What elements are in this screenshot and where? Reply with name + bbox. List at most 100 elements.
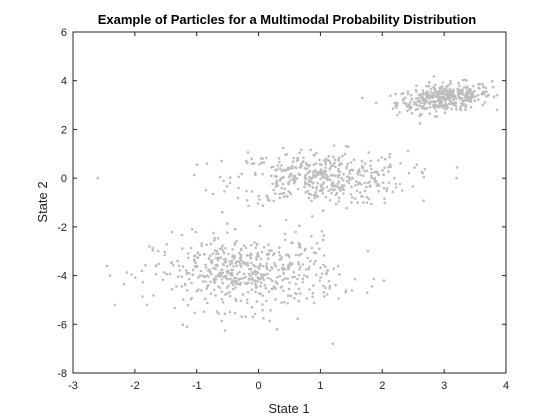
- particle-point: [173, 306, 176, 310]
- particle-point: [304, 191, 308, 194]
- particle-point: [336, 185, 340, 189]
- particle-point: [417, 97, 421, 100]
- particle-point: [428, 94, 432, 97]
- particle-point: [253, 264, 257, 268]
- particle-point: [210, 259, 214, 262]
- particle-point: [278, 196, 282, 200]
- particle-point: [287, 253, 290, 257]
- particle-point: [328, 286, 331, 290]
- particle-point: [233, 243, 237, 247]
- particle-point: [336, 264, 340, 268]
- particle-point: [338, 163, 342, 166]
- particle-point: [222, 262, 225, 266]
- particle-point: [234, 286, 237, 289]
- particle-point: [286, 277, 290, 280]
- particle-point: [388, 152, 392, 156]
- particle-point: [324, 286, 327, 290]
- particle-point: [287, 175, 291, 179]
- particle-point: [342, 192, 345, 195]
- particle-point: [302, 156, 305, 159]
- particle-point: [303, 175, 307, 178]
- particle-point: [299, 162, 303, 166]
- particle-point: [213, 281, 216, 285]
- particle-point: [273, 262, 276, 265]
- particle-point: [418, 104, 422, 107]
- particle-point: [182, 298, 185, 301]
- particle-point: [350, 289, 354, 292]
- particle-point: [263, 273, 267, 277]
- particle-point: [251, 272, 254, 276]
- particle-point: [292, 174, 295, 178]
- particle-point: [311, 186, 315, 189]
- x-tick-label: 4: [503, 380, 509, 392]
- particle-point: [312, 251, 316, 254]
- particle-point: [211, 252, 215, 256]
- particle-point: [291, 160, 295, 163]
- particle-point: [219, 272, 223, 276]
- particle-point: [220, 319, 224, 323]
- particle-point: [271, 267, 274, 270]
- particle-point: [251, 315, 255, 319]
- y-axis-label: State 2: [35, 181, 50, 222]
- particle-point: [220, 268, 223, 272]
- particle-point: [264, 265, 268, 268]
- particle-point: [455, 176, 458, 180]
- particle-point: [218, 274, 221, 277]
- particle-point: [262, 246, 266, 249]
- particle-point: [469, 97, 472, 100]
- particle-point: [407, 171, 411, 175]
- particle-point: [180, 275, 184, 279]
- particle-point: [274, 280, 278, 283]
- particle-point: [344, 144, 348, 148]
- particle-point: [305, 163, 309, 166]
- particle-point: [228, 290, 231, 294]
- particle-point: [230, 274, 234, 277]
- particle-point: [458, 88, 462, 92]
- particle-point: [259, 264, 262, 268]
- particle-point: [443, 111, 447, 114]
- particle-point: [239, 265, 243, 268]
- particle-point: [215, 252, 218, 255]
- particle-point: [258, 163, 261, 166]
- particle-point: [425, 96, 429, 99]
- particle-point: [325, 185, 329, 189]
- particle-point: [113, 303, 117, 307]
- particle-point: [313, 169, 317, 172]
- particle-point: [318, 172, 322, 176]
- particle-point: [331, 184, 334, 188]
- particle-point: [277, 251, 281, 254]
- particle-point: [411, 185, 415, 188]
- particle-point: [230, 279, 234, 282]
- particle-point: [464, 105, 467, 109]
- particle-point: [212, 288, 216, 292]
- particle-point: [221, 244, 224, 248]
- particle-point: [237, 278, 240, 281]
- particle-point: [231, 287, 235, 291]
- particle-point: [319, 177, 323, 181]
- particle-point: [233, 254, 237, 258]
- particle-point: [332, 164, 335, 167]
- particle-point: [264, 299, 268, 303]
- particle-point: [297, 245, 301, 248]
- particle-point: [288, 179, 292, 183]
- particle-point: [308, 183, 311, 187]
- particle-point: [258, 224, 262, 228]
- particle-point: [457, 95, 461, 98]
- particle-point: [311, 291, 315, 295]
- particle-point: [204, 263, 207, 267]
- particle-point: [165, 243, 168, 246]
- particle-point: [334, 202, 338, 206]
- particle-point: [444, 107, 448, 111]
- particle-point: [437, 99, 440, 103]
- particle-point: [191, 273, 194, 277]
- particle-point: [300, 252, 303, 256]
- particle-point: [418, 122, 422, 125]
- particle-point: [256, 280, 260, 283]
- particle-point: [367, 151, 371, 154]
- particle-point: [312, 301, 316, 305]
- particle-point: [310, 215, 314, 218]
- particle-point: [327, 189, 331, 192]
- particle-point: [207, 256, 211, 260]
- particle-point: [261, 204, 265, 207]
